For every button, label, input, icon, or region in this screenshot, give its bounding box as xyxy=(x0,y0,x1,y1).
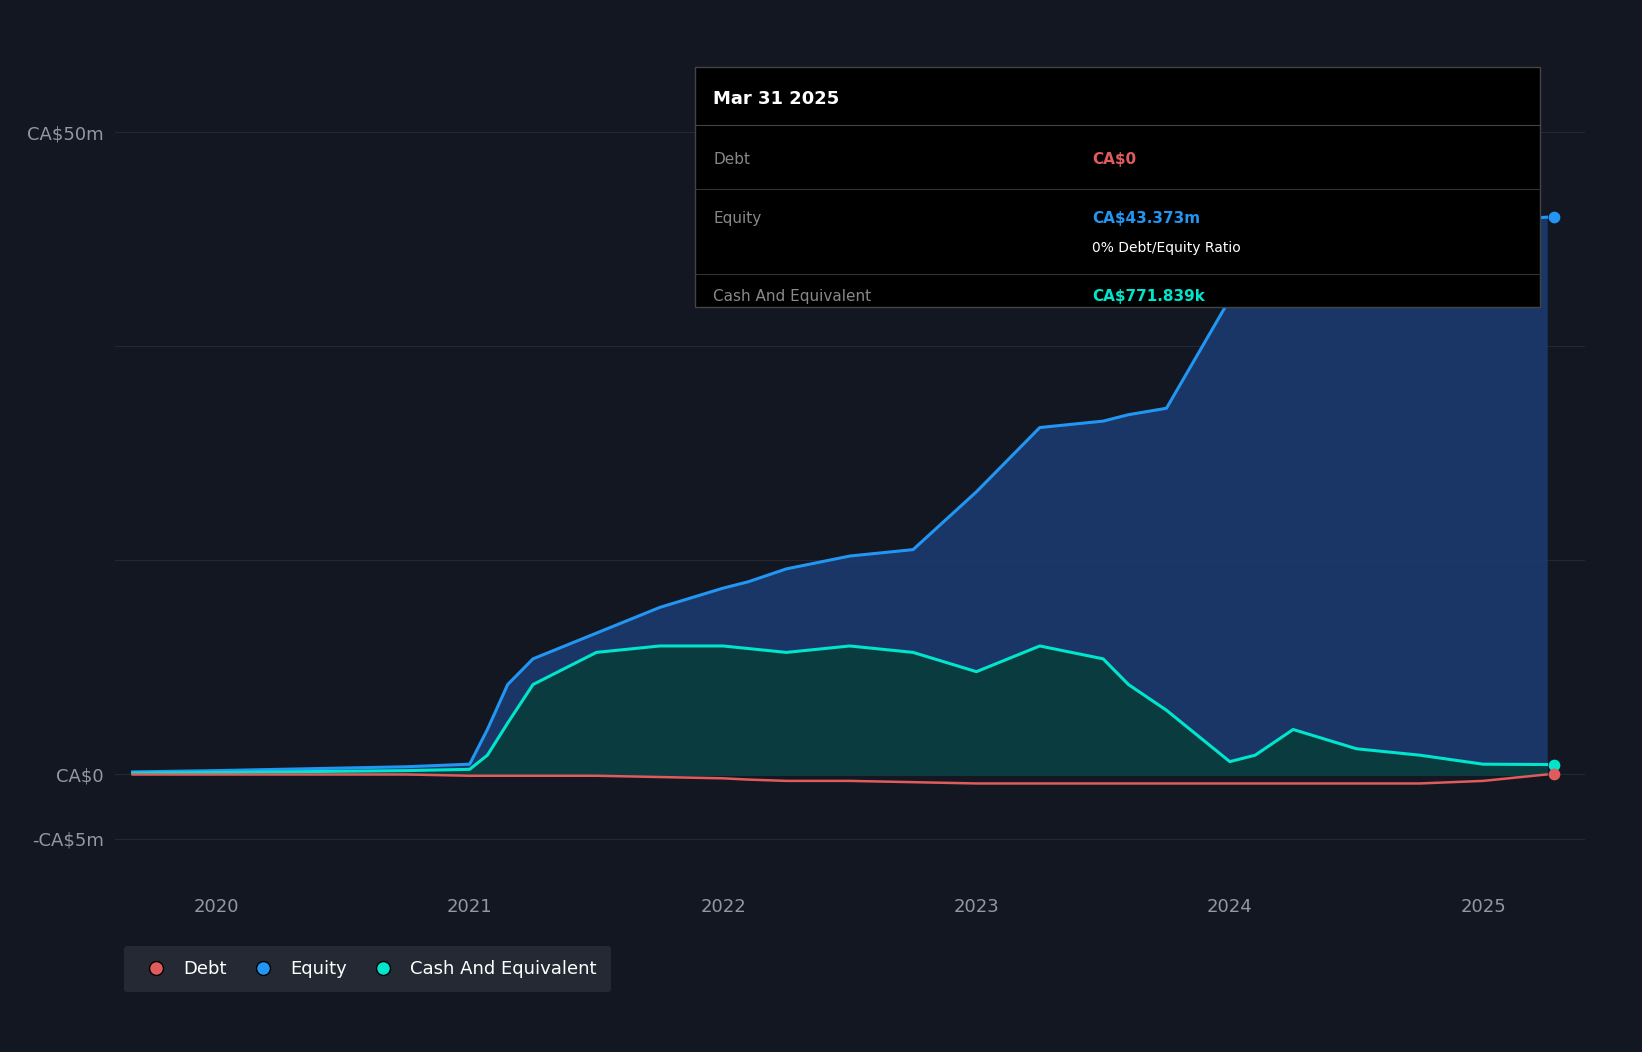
Text: Equity: Equity xyxy=(713,211,762,226)
Text: CA$43.373m: CA$43.373m xyxy=(1092,211,1200,226)
Text: Mar 31 2025: Mar 31 2025 xyxy=(713,90,839,108)
Text: Debt: Debt xyxy=(713,153,750,167)
Text: Cash And Equivalent: Cash And Equivalent xyxy=(713,288,872,304)
Legend: Debt, Equity, Cash And Equivalent: Debt, Equity, Cash And Equivalent xyxy=(123,946,611,992)
Text: 0% Debt/Equity Ratio: 0% Debt/Equity Ratio xyxy=(1092,241,1241,256)
Point xyxy=(1540,756,1566,773)
Point xyxy=(1540,208,1566,225)
Text: CA$0: CA$0 xyxy=(1092,153,1136,167)
Text: CA$771.839k: CA$771.839k xyxy=(1092,288,1205,304)
Point xyxy=(1540,766,1566,783)
FancyBboxPatch shape xyxy=(696,67,1540,307)
